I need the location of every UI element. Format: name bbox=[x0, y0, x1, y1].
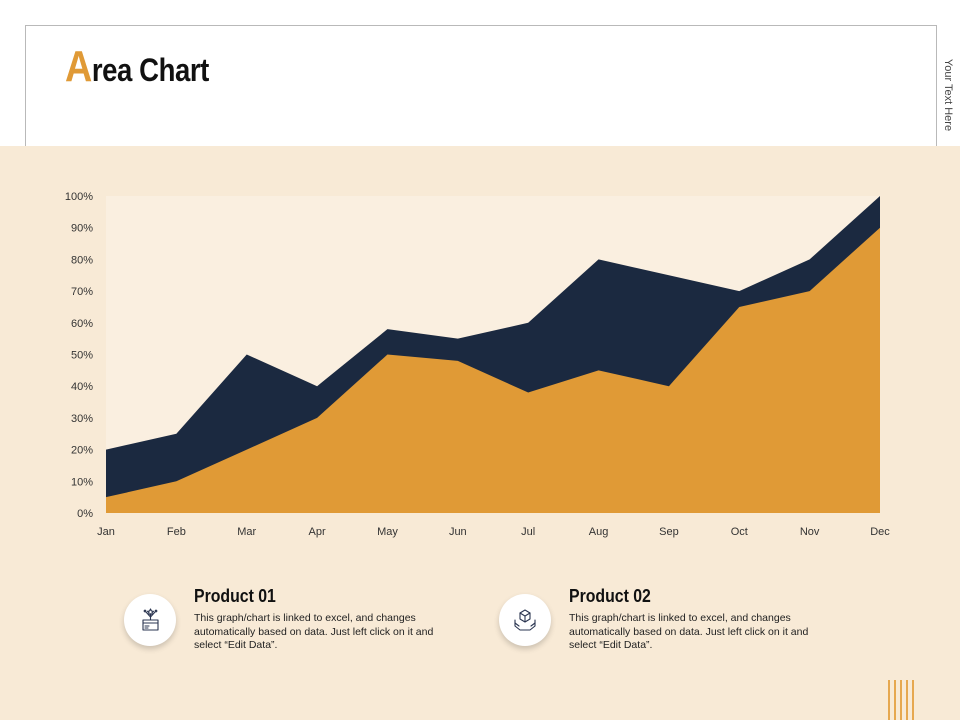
x-tick-label: Jul bbox=[521, 526, 535, 538]
y-tick-label: 40% bbox=[71, 381, 93, 393]
y-tick-label: 60% bbox=[71, 318, 93, 330]
y-tick-label: 80% bbox=[71, 254, 93, 266]
y-tick-label: 0% bbox=[77, 508, 93, 520]
product-01-description: This graph/chart is linked to excel, and… bbox=[194, 612, 434, 651]
header-box bbox=[25, 25, 937, 166]
x-tick-label: Nov bbox=[800, 526, 820, 538]
x-tick-label: May bbox=[377, 526, 398, 538]
content-panel: 0% 10% 20% 30% 40% 50% 60% 70% 80% 90% 100% Jan Feb M… bbox=[0, 146, 960, 720]
product-02-description: This graph/chart is linked to excel, and… bbox=[569, 612, 809, 651]
y-tick-label: 50% bbox=[71, 350, 93, 362]
x-tick-label: Apr bbox=[309, 526, 326, 538]
product-01-title: Product 01 bbox=[194, 586, 276, 606]
gift-box-icon bbox=[142, 608, 159, 631]
product-02-title: Product 02 bbox=[569, 586, 651, 606]
product-02-icon-circle bbox=[499, 594, 551, 646]
x-tick-label: Dec bbox=[870, 526, 890, 538]
y-tick-label: 30% bbox=[71, 413, 93, 425]
y-tick-label: 100% bbox=[65, 191, 93, 203]
x-tick-label: Jan bbox=[97, 526, 115, 538]
page-title: Area Chart bbox=[65, 42, 209, 92]
x-tick-label: Aug bbox=[589, 526, 609, 538]
x-tick-label: Feb bbox=[167, 526, 186, 538]
stripe bbox=[912, 680, 914, 720]
stripe bbox=[894, 680, 896, 720]
title-first-letter: A bbox=[65, 42, 92, 91]
x-tick-label: Mar bbox=[237, 526, 256, 538]
stripe bbox=[906, 680, 908, 720]
area-series-product-01 bbox=[106, 227, 880, 513]
area-chart: 0% 10% 20% 30% 40% 50% 60% 70% 80% 90% 100% Jan Feb M… bbox=[65, 191, 890, 538]
hands-package-icon bbox=[514, 609, 536, 631]
side-text: Your Text Here bbox=[942, 58, 954, 132]
title-rest: rea Chart bbox=[91, 52, 209, 88]
y-tick-label: 20% bbox=[71, 445, 93, 457]
decorative-stripes bbox=[888, 680, 918, 720]
product-01-icon-circle bbox=[124, 594, 176, 646]
y-tick-label: 90% bbox=[71, 223, 93, 235]
x-tick-label: Oct bbox=[731, 526, 748, 538]
stripe bbox=[900, 680, 902, 720]
x-tick-label: Sep bbox=[659, 526, 679, 538]
y-tick-label: 70% bbox=[71, 286, 93, 298]
y-tick-label: 10% bbox=[71, 476, 93, 488]
x-tick-label: Jun bbox=[449, 526, 467, 538]
stripe bbox=[888, 680, 890, 720]
